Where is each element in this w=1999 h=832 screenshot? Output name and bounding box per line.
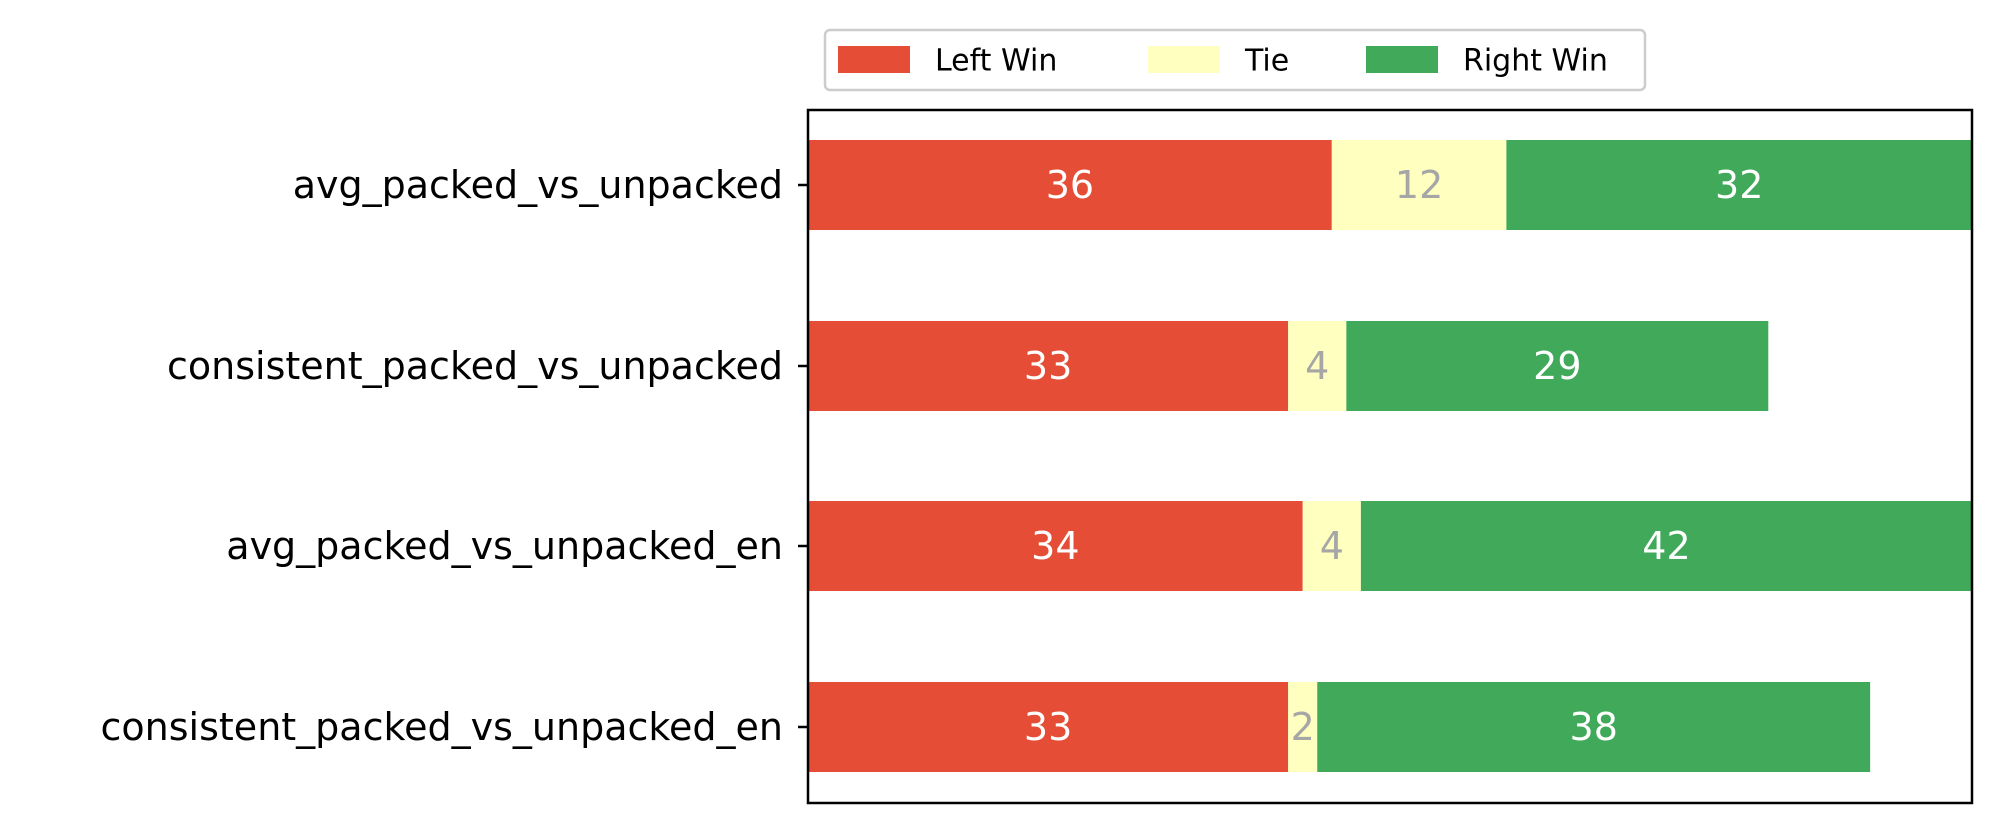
legend-swatch-right-win xyxy=(1366,46,1438,73)
bar-label-right-win-avg-packed-vs-unpacked: 32 xyxy=(1715,163,1763,207)
bar-label-tie-avg-packed-vs-unpacked: 12 xyxy=(1395,163,1443,207)
legend-swatch-left-win xyxy=(838,46,910,73)
legend-label-left-win: Left Win xyxy=(935,44,1057,79)
bar-label-right-win-avg-packed-vs-unpacked-en: 42 xyxy=(1642,524,1690,568)
bar-label-left-win-consistent-packed-vs-unpacked-en: 33 xyxy=(1024,705,1072,749)
bar-left-win-consistent-packed-vs-unpacked xyxy=(808,321,1289,411)
bar-left-win-avg-packed-vs-unpacked-en xyxy=(808,501,1303,591)
legend-box xyxy=(823,28,1647,92)
legend-label-tie: Tie xyxy=(1244,44,1289,79)
bar-right-win-avg-packed-vs-unpacked-en xyxy=(1360,501,1972,591)
plot-frame xyxy=(806,108,1974,805)
bar-label-tie-avg-packed-vs-unpacked-en: 4 xyxy=(1320,524,1344,568)
bar-right-win-consistent-packed-vs-unpacked xyxy=(1346,321,1769,411)
bar-tie-consistent-packed-vs-unpacked-en xyxy=(1288,682,1318,772)
bar-label-left-win-avg-packed-vs-unpacked: 36 xyxy=(1046,163,1094,207)
bar-label-right-win-consistent-packed-vs-unpacked: 29 xyxy=(1533,344,1581,388)
y-tick-label-avg-packed-vs-unpacked: avg_packed_vs_unpacked xyxy=(293,163,783,207)
bar-label-tie-consistent-packed-vs-unpacked-en: 2 xyxy=(1291,705,1315,749)
bar-label-left-win-consistent-packed-vs-unpacked: 33 xyxy=(1024,344,1072,388)
legend: Left Win Tie Right Win xyxy=(823,28,1647,92)
legend-label-right-win: Right Win xyxy=(1463,44,1608,79)
bars: 36 12 32 33 4 29 34 4 42 33 2 38 xyxy=(808,140,1972,772)
bar-left-win-consistent-packed-vs-unpacked-en xyxy=(808,682,1289,772)
legend-swatch-tie xyxy=(1148,46,1220,73)
y-tick-label-consistent-packed-vs-unpacked-en: consistent_packed_vs_unpacked_en xyxy=(101,705,783,749)
bar-label-right-win-consistent-packed-vs-unpacked-en: 38 xyxy=(1570,705,1618,749)
bar-tie-consistent-packed-vs-unpacked xyxy=(1288,321,1347,411)
bar-label-tie-consistent-packed-vs-unpacked: 4 xyxy=(1305,344,1329,388)
bar-right-win-avg-packed-vs-unpacked xyxy=(1506,140,1972,230)
bar-left-win-avg-packed-vs-unpacked xyxy=(808,140,1332,230)
y-tick-labels: avg_packed_vs_unpacked consistent_packed_… xyxy=(101,163,808,749)
bar-right-win-consistent-packed-vs-unpacked-en xyxy=(1317,682,1871,772)
bar-tie-avg-packed-vs-unpacked xyxy=(1331,140,1507,230)
bar-label-left-win-avg-packed-vs-unpacked-en: 34 xyxy=(1031,524,1079,568)
bar-tie-avg-packed-vs-unpacked-en xyxy=(1302,501,1361,591)
y-tick-label-consistent-packed-vs-unpacked: consistent_packed_vs_unpacked xyxy=(167,344,783,388)
y-tick-label-avg-packed-vs-unpacked-en: avg_packed_vs_unpacked_en xyxy=(226,524,783,568)
